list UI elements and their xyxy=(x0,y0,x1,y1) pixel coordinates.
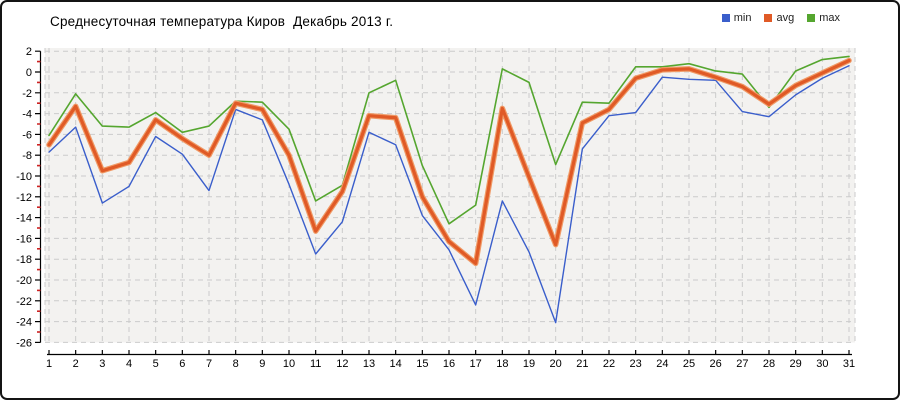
svg-text:0: 0 xyxy=(26,67,32,79)
svg-text:5: 5 xyxy=(153,358,159,370)
svg-text:-2: -2 xyxy=(22,88,32,100)
svg-text:22: 22 xyxy=(603,358,615,370)
svg-text:16: 16 xyxy=(443,358,455,370)
legend-item-avg: avg xyxy=(764,12,794,24)
legend-label-max: max xyxy=(819,12,840,24)
svg-text:-12: -12 xyxy=(16,192,32,204)
svg-text:15: 15 xyxy=(416,358,428,370)
svg-text:-26: -26 xyxy=(16,337,32,349)
svg-text:18: 18 xyxy=(496,358,508,370)
legend-swatch-avg-icon xyxy=(764,14,773,22)
chart-title: Среднесуточная температура Киров Декабрь… xyxy=(50,14,394,29)
svg-text:11: 11 xyxy=(310,358,321,370)
svg-text:9: 9 xyxy=(259,358,265,370)
svg-text:27: 27 xyxy=(736,358,748,370)
legend-label-min: min xyxy=(733,12,752,24)
legend-swatch-min-icon xyxy=(721,14,730,22)
svg-text:29: 29 xyxy=(790,358,802,370)
svg-text:25: 25 xyxy=(683,358,695,370)
chart-legend: min avg max xyxy=(721,12,840,24)
svg-text:8: 8 xyxy=(233,358,239,370)
svg-text:10: 10 xyxy=(283,358,295,370)
svg-text:-10: -10 xyxy=(16,171,32,183)
svg-text:19: 19 xyxy=(523,358,535,370)
svg-text:7: 7 xyxy=(206,358,212,370)
svg-text:20: 20 xyxy=(550,358,562,370)
svg-text:2: 2 xyxy=(26,46,32,58)
svg-text:24: 24 xyxy=(656,358,668,370)
svg-text:-22: -22 xyxy=(16,296,32,308)
svg-text:31: 31 xyxy=(843,358,855,370)
svg-text:-14: -14 xyxy=(16,213,32,225)
svg-text:-18: -18 xyxy=(16,254,32,266)
svg-text:2: 2 xyxy=(73,358,79,370)
svg-text:12: 12 xyxy=(336,358,348,370)
svg-text:28: 28 xyxy=(763,358,775,370)
svg-text:-24: -24 xyxy=(16,317,32,329)
svg-text:-16: -16 xyxy=(16,233,32,245)
svg-text:3: 3 xyxy=(99,358,105,370)
svg-text:23: 23 xyxy=(630,358,642,370)
svg-text:-6: -6 xyxy=(22,129,32,141)
svg-text:14: 14 xyxy=(390,358,402,370)
svg-text:13: 13 xyxy=(363,358,375,370)
svg-text:30: 30 xyxy=(816,358,828,370)
svg-text:-4: -4 xyxy=(22,109,32,121)
legend-item-max: max xyxy=(807,12,840,24)
svg-text:17: 17 xyxy=(470,358,482,370)
svg-text:21: 21 xyxy=(576,358,588,370)
legend-item-min: min xyxy=(721,12,752,24)
svg-text:-20: -20 xyxy=(16,275,32,287)
legend-swatch-max-icon xyxy=(807,14,816,22)
svg-text:4: 4 xyxy=(126,358,132,370)
svg-text:1: 1 xyxy=(46,358,52,370)
svg-text:-8: -8 xyxy=(22,150,32,162)
legend-label-avg: avg xyxy=(776,12,795,24)
svg-text:26: 26 xyxy=(710,358,722,370)
svg-text:6: 6 xyxy=(179,358,185,370)
